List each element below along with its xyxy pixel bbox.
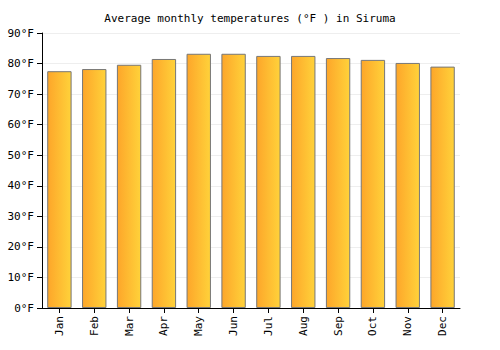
svg-text:Apr: Apr [157, 316, 170, 336]
svg-text:Mar: Mar [123, 316, 136, 336]
svg-text:Dec: Dec [436, 316, 449, 336]
svg-text:Aug: Aug [297, 316, 310, 336]
svg-text:30°F: 30°F [8, 210, 35, 223]
svg-text:Oct: Oct [366, 316, 379, 336]
svg-text:60°F: 60°F [8, 118, 35, 131]
svg-text:10°F: 10°F [8, 271, 35, 284]
svg-text:Nov: Nov [401, 316, 414, 336]
svg-text:70°F: 70°F [8, 88, 35, 101]
svg-text:80°F: 80°F [8, 57, 35, 70]
svg-text:Jan: Jan [53, 316, 66, 336]
svg-text:Jun: Jun [227, 316, 240, 336]
svg-text:50°F: 50°F [8, 149, 35, 162]
svg-text:Sep: Sep [332, 316, 345, 336]
svg-text:40°F: 40°F [8, 179, 35, 192]
svg-text:Jul: Jul [262, 316, 275, 336]
svg-text:90°F: 90°F [8, 27, 35, 40]
svg-text:Feb: Feb [88, 316, 101, 336]
svg-text:0°F: 0°F [14, 302, 34, 315]
svg-text:20°F: 20°F [8, 240, 35, 253]
svg-text:May: May [192, 316, 205, 336]
svg-text:Average monthly temperatures (: Average monthly temperatures (°F ) in Si… [104, 12, 395, 25]
